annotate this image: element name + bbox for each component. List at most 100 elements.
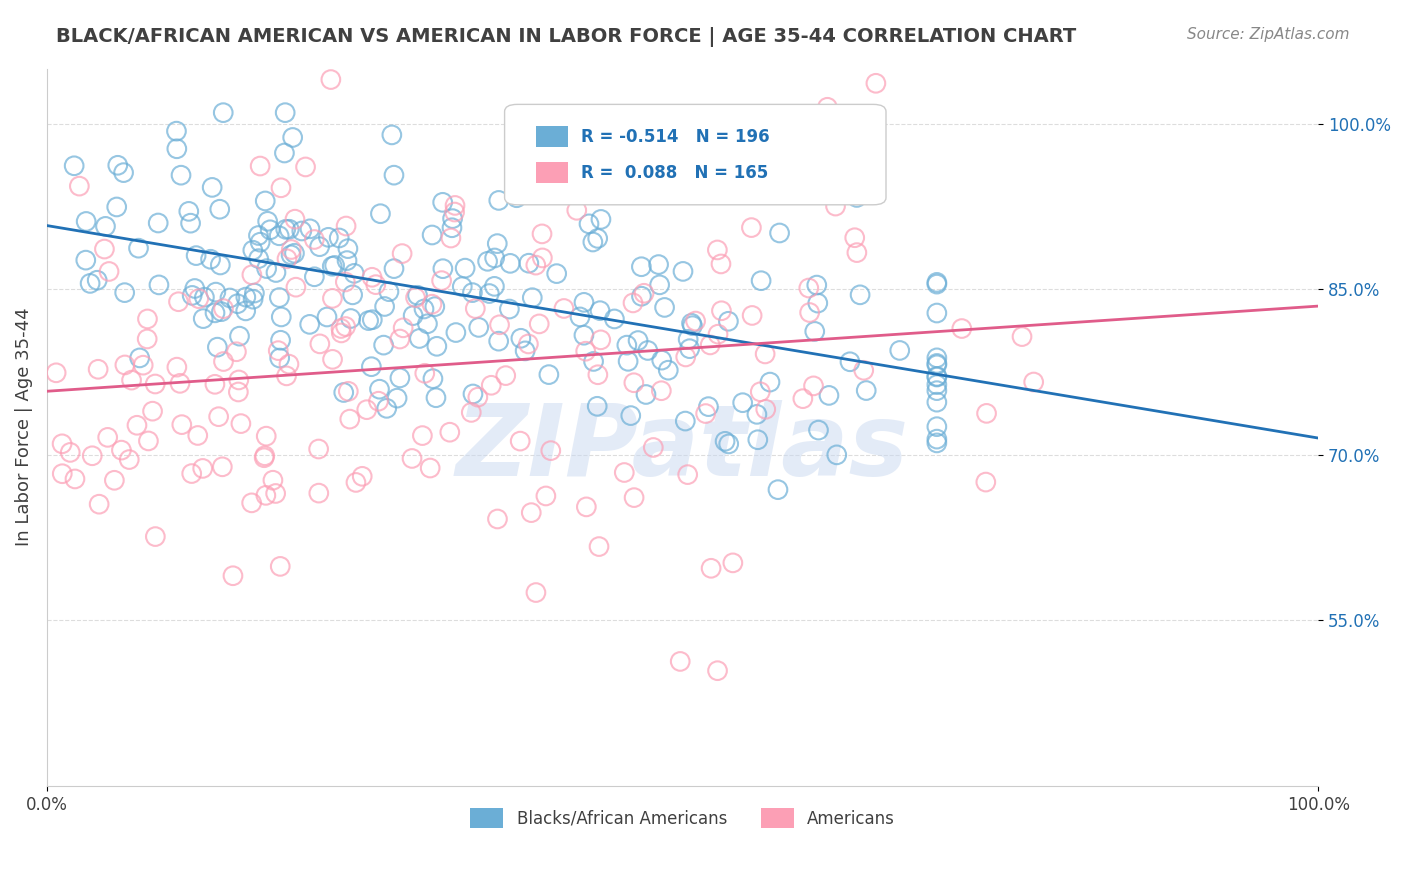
Point <box>204 377 226 392</box>
Point <box>432 195 454 210</box>
Point <box>586 399 609 413</box>
Point <box>676 332 699 346</box>
Point <box>603 312 626 326</box>
Point <box>648 277 671 292</box>
Point <box>616 338 638 352</box>
Text: Source: ZipAtlas.com: Source: ZipAtlas.com <box>1187 27 1350 42</box>
Point <box>254 194 277 208</box>
Point <box>180 216 202 230</box>
Point <box>520 506 543 520</box>
Point <box>240 268 263 282</box>
Point <box>180 467 202 481</box>
Point <box>623 491 645 505</box>
Point <box>212 354 235 368</box>
Point <box>378 285 401 299</box>
Point <box>444 198 467 212</box>
Point <box>136 332 159 346</box>
Point <box>382 168 405 182</box>
Point <box>707 327 730 342</box>
Point <box>643 441 665 455</box>
Point <box>505 191 527 205</box>
Point <box>273 146 295 161</box>
Point <box>270 310 292 324</box>
Point <box>855 384 877 398</box>
Point <box>59 445 82 459</box>
Point <box>537 368 560 382</box>
Point <box>169 376 191 391</box>
Point <box>531 227 554 241</box>
Point <box>682 318 704 333</box>
Point <box>357 313 380 327</box>
Point <box>925 306 948 320</box>
Point <box>136 312 159 326</box>
Point <box>633 286 655 301</box>
Point <box>413 301 436 316</box>
Point <box>486 512 509 526</box>
Point <box>741 309 763 323</box>
Point <box>852 363 875 377</box>
Point <box>254 429 277 443</box>
Point <box>283 246 305 260</box>
Point <box>242 292 264 306</box>
Point <box>509 331 531 345</box>
Point <box>706 243 728 257</box>
Point <box>143 530 166 544</box>
Point <box>264 486 287 500</box>
Point <box>478 286 501 301</box>
Point <box>339 412 361 426</box>
Point <box>67 179 90 194</box>
Point <box>332 385 354 400</box>
Point <box>588 540 610 554</box>
Point <box>270 333 292 347</box>
Point <box>167 294 190 309</box>
Point <box>328 231 350 245</box>
Point <box>193 311 215 326</box>
Point <box>335 275 357 289</box>
Point <box>589 212 612 227</box>
Point <box>413 366 436 380</box>
Point <box>298 222 321 236</box>
Point <box>181 288 204 302</box>
Point <box>360 359 382 374</box>
Point <box>925 356 948 370</box>
Point <box>522 291 544 305</box>
Point <box>388 371 411 385</box>
FancyBboxPatch shape <box>536 161 568 183</box>
Point <box>114 358 136 372</box>
Point <box>249 235 271 250</box>
Point <box>209 258 232 272</box>
Text: R =  0.088   N = 165: R = 0.088 N = 165 <box>581 163 768 182</box>
Point <box>766 483 789 497</box>
Point <box>925 369 948 384</box>
Point <box>259 223 281 237</box>
Point <box>925 395 948 409</box>
Point <box>454 261 477 276</box>
Point <box>211 459 233 474</box>
Point <box>278 222 301 236</box>
Point <box>148 216 170 230</box>
Point <box>845 190 868 204</box>
Point <box>344 475 367 490</box>
Point <box>560 136 582 150</box>
Point <box>745 408 768 422</box>
Point <box>107 158 129 172</box>
Point <box>256 214 278 228</box>
Text: R = -0.514   N = 196: R = -0.514 N = 196 <box>581 128 769 145</box>
Point <box>799 305 821 319</box>
Point <box>569 310 592 324</box>
Point <box>755 402 778 417</box>
Point <box>515 184 537 198</box>
Point <box>825 448 848 462</box>
Point <box>253 449 276 463</box>
Point <box>806 278 828 293</box>
Point <box>63 159 86 173</box>
Point <box>717 437 740 451</box>
Point <box>321 291 343 305</box>
Point <box>747 433 769 447</box>
Point <box>575 500 598 514</box>
Point <box>524 186 547 201</box>
Point <box>281 130 304 145</box>
Point <box>422 372 444 386</box>
Point <box>925 419 948 434</box>
Point <box>925 276 948 290</box>
